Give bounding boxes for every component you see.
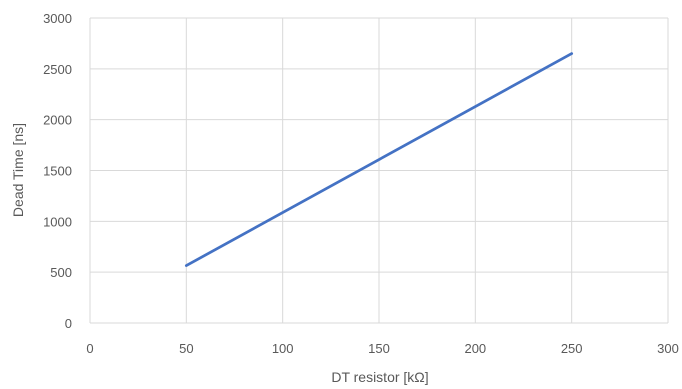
y-tick-label: 3000 <box>43 11 72 26</box>
x-tick-label: 150 <box>368 341 390 356</box>
y-tick-label: 2000 <box>43 113 72 128</box>
y-tick-label: 1500 <box>43 164 72 179</box>
y-axis-label: Dead Time [ns] <box>10 123 26 217</box>
x-tick-label: 0 <box>86 341 93 356</box>
grid-lines <box>89 17 669 324</box>
series-line <box>184 52 574 267</box>
y-tick-label: 500 <box>50 265 72 280</box>
y-tick-label: 0 <box>65 316 72 331</box>
series-group <box>184 52 574 267</box>
y-tick-label: 2500 <box>43 62 72 77</box>
x-tick-label: 100 <box>272 341 294 356</box>
x-axis-label: DT resistor [kΩ] <box>331 369 428 385</box>
y-axis-ticks: 0 500 1000 1500 2000 2500 3000 <box>43 11 72 331</box>
x-tick-label: 300 <box>657 341 679 356</box>
y-tick-label: 1000 <box>43 214 72 229</box>
x-tick-label: 50 <box>179 341 193 356</box>
x-tick-label: 250 <box>561 341 583 356</box>
x-tick-label: 200 <box>464 341 486 356</box>
x-axis-ticks: 0 50 100 150 200 250 300 <box>86 341 678 356</box>
